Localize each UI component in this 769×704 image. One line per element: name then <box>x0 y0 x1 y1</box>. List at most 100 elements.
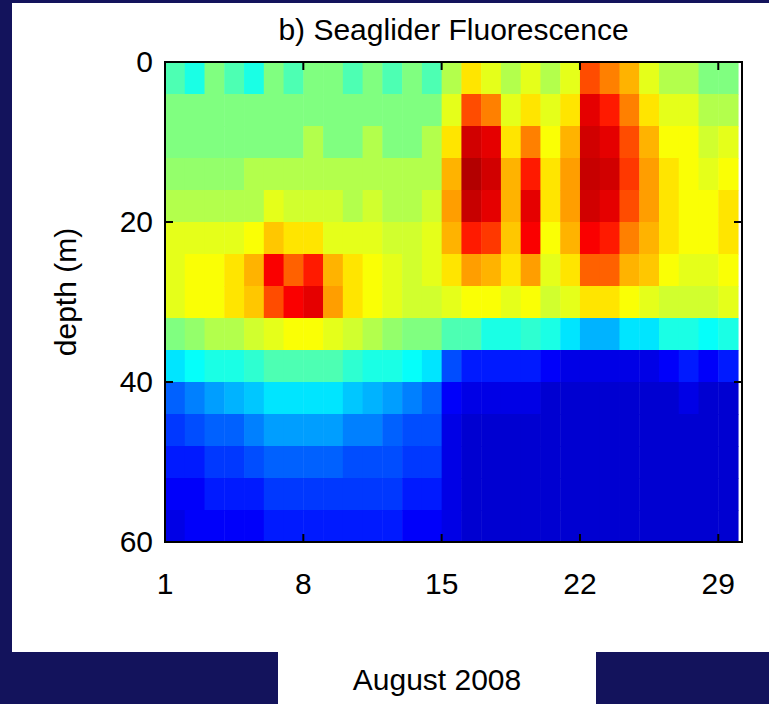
cell <box>422 190 442 223</box>
cell <box>699 94 719 127</box>
y-tick <box>165 541 173 543</box>
cell <box>224 94 244 127</box>
cell <box>679 254 699 287</box>
cell <box>165 414 185 447</box>
cell <box>659 382 679 415</box>
cell <box>580 510 600 542</box>
cell <box>659 62 679 95</box>
cell <box>382 318 402 351</box>
x-tick <box>302 534 304 542</box>
cell <box>402 190 422 223</box>
cell <box>679 318 699 351</box>
cell <box>679 478 699 511</box>
x-tick-label: 1 <box>157 567 174 600</box>
cell <box>461 254 481 287</box>
cell <box>185 222 205 255</box>
cell <box>461 62 481 95</box>
cell <box>422 126 442 159</box>
cell <box>521 350 541 383</box>
frame-bottom-right <box>596 652 769 704</box>
cell <box>699 190 719 223</box>
cell <box>323 318 343 351</box>
cell <box>323 62 343 95</box>
cell <box>323 222 343 255</box>
cell <box>580 318 600 351</box>
cell <box>718 62 738 95</box>
cell <box>580 126 600 159</box>
cell <box>442 158 462 191</box>
cell <box>560 382 580 415</box>
cell <box>718 382 738 415</box>
cell <box>600 126 620 159</box>
cell <box>659 94 679 127</box>
cell <box>540 350 560 383</box>
cell <box>659 478 679 511</box>
cell <box>600 254 620 287</box>
cell <box>264 446 284 479</box>
cell <box>165 318 185 351</box>
cell <box>659 510 679 542</box>
cell <box>224 510 244 542</box>
y-tick <box>734 541 742 543</box>
cell <box>442 126 462 159</box>
x-tick-label: 22 <box>563 567 596 600</box>
cell <box>165 478 185 511</box>
cell <box>560 318 580 351</box>
cell <box>264 510 284 542</box>
cell <box>580 446 600 479</box>
cell <box>205 94 225 127</box>
cell <box>402 286 422 319</box>
cell <box>422 158 442 191</box>
cell <box>481 478 501 511</box>
cell <box>619 446 639 479</box>
cell <box>382 126 402 159</box>
cell <box>619 286 639 319</box>
cell <box>718 222 738 255</box>
cell <box>659 254 679 287</box>
cell <box>699 254 719 287</box>
cell <box>521 222 541 255</box>
cell <box>600 510 620 542</box>
x-tick <box>164 534 166 542</box>
cell <box>639 254 659 287</box>
cell <box>185 478 205 511</box>
cell <box>679 510 699 542</box>
cell <box>363 158 383 191</box>
cell <box>481 510 501 542</box>
cell <box>442 222 462 255</box>
y-tick <box>734 381 742 383</box>
cell <box>264 478 284 511</box>
cell <box>679 222 699 255</box>
cell <box>264 94 284 127</box>
cell <box>718 254 738 287</box>
cell <box>481 254 501 287</box>
cell <box>521 286 541 319</box>
cell <box>699 158 719 191</box>
cell <box>402 350 422 383</box>
cell <box>205 478 225 511</box>
cell <box>540 510 560 542</box>
cell <box>501 510 521 542</box>
cell <box>501 254 521 287</box>
cell <box>165 158 185 191</box>
cell <box>501 222 521 255</box>
cell <box>639 190 659 223</box>
cell <box>461 222 481 255</box>
cell <box>205 382 225 415</box>
cell <box>422 286 442 319</box>
cell <box>461 382 481 415</box>
cell <box>442 318 462 351</box>
cell <box>284 446 304 479</box>
cell <box>521 94 541 127</box>
cell <box>363 350 383 383</box>
cell <box>540 446 560 479</box>
cell <box>205 414 225 447</box>
cell <box>244 446 264 479</box>
cell <box>619 478 639 511</box>
y-axis-title: depth (m) <box>49 228 82 356</box>
cell <box>284 62 304 95</box>
cell <box>560 254 580 287</box>
cell <box>224 222 244 255</box>
cell <box>422 446 442 479</box>
cell <box>481 126 501 159</box>
